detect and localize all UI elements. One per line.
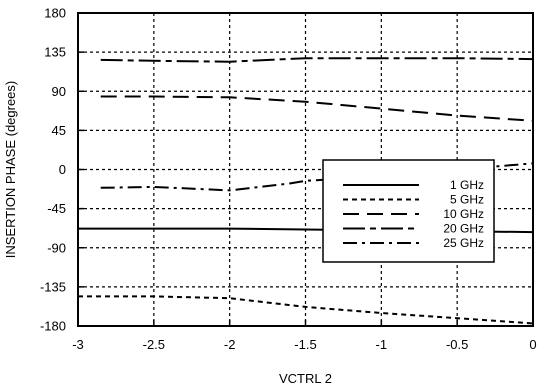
y-tick-label: -90 <box>47 240 66 255</box>
x-tick-label: -3 <box>72 337 84 352</box>
x-axis-label: VCTRL 2 <box>279 371 332 386</box>
series-line-3 <box>100 95 534 122</box>
legend-label: 10 GHz <box>443 207 484 221</box>
y-tick-labels: 180 135 90 45 0 -45 -90 -135 -180 <box>40 6 66 334</box>
y-tick-label: -135 <box>40 279 66 294</box>
series-line-4 <box>100 57 534 63</box>
x-tick-labels: -3 -2.5 -2 -1.5 -1 -0.5 0 <box>72 337 536 352</box>
x-tick-label: -2.5 <box>143 337 165 352</box>
y-tick-label: 135 <box>44 45 66 60</box>
legend-box <box>322 159 495 263</box>
y-tick-label: 90 <box>52 84 66 99</box>
y-tick-label: 45 <box>52 123 66 138</box>
y-tick-label: 180 <box>44 6 66 21</box>
legend-label: 1 GHz <box>450 178 484 192</box>
x-tick-label: -0.5 <box>446 337 468 352</box>
legend-label: 5 GHz <box>450 193 484 207</box>
x-tick-label: -1.5 <box>294 337 316 352</box>
y-axis-label: INSERTION PHASE (degrees) <box>3 81 18 258</box>
x-tick-label: -2 <box>224 337 236 352</box>
x-tick-label: 0 <box>529 337 536 352</box>
legend-label: 20 GHz <box>443 222 484 236</box>
axis-ticks <box>77 12 534 327</box>
legend-label: 25 GHz <box>443 236 484 250</box>
y-tick-label: -45 <box>47 201 66 216</box>
y-tick-label: -180 <box>40 319 66 334</box>
series-line-2 <box>78 295 534 325</box>
y-tick-label: 0 <box>59 162 66 177</box>
x-tick-label: -1 <box>376 337 388 352</box>
